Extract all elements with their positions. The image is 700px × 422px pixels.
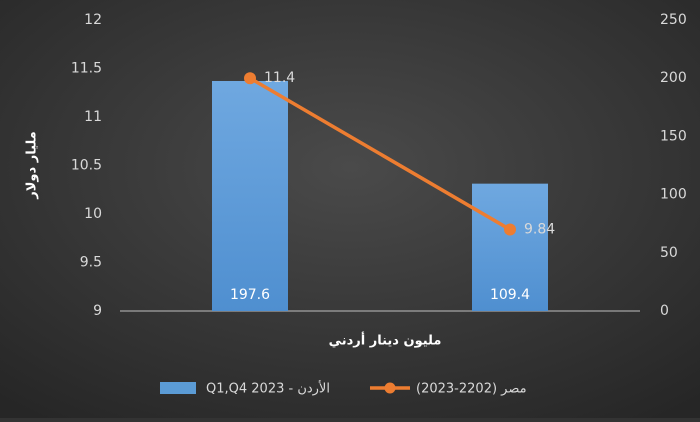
y2-tick-label: 100 [660,187,687,203]
y2-tick-label: 150 [660,128,687,144]
line-value-label: 9.84 [524,222,555,238]
bar [472,183,548,311]
y2-tick-label: 50 [660,245,678,261]
y-tick-label: 11.5 [71,61,102,77]
y-tick-label: 11 [84,109,102,125]
line-point [504,223,516,236]
y-tick-label: 12 [84,12,102,28]
line-point [244,72,256,85]
legend-label: Q1,Q4 2023 - الأردن [206,380,330,397]
y-tick-label: 10.5 [71,158,102,174]
legend-label: مصر (2202-2023) [416,382,527,397]
y-tick-label: 9.5 [80,255,102,271]
line-value-label: 11.4 [264,70,295,86]
line [249,76,511,232]
legend-swatch [160,382,196,394]
y-axis-label: مليار دولار [25,131,40,199]
y2-tick-label: 250 [660,12,687,28]
bar [212,80,288,312]
x-axis-label: مليون دينار أردني [329,332,442,349]
bar-value-label: 109.4 [490,287,530,303]
y-tick-label: 9 [93,303,102,319]
bar-value-label: 197.6 [230,287,270,303]
legend-swatch [384,382,396,394]
y-tick-label: 10 [84,206,102,222]
y2-tick-label: 200 [660,70,687,86]
y2-tick-label: 0 [660,303,669,319]
